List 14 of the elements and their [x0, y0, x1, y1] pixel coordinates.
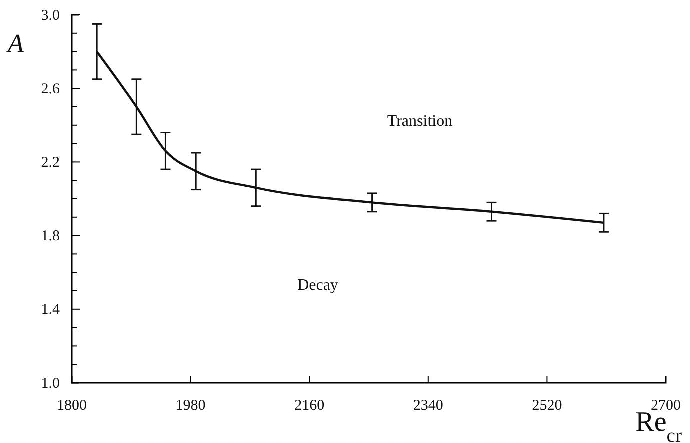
x-tick-label: 2160: [294, 398, 325, 414]
y-tick-label: 3.0: [41, 8, 60, 24]
y-tick-label: 1.4: [41, 302, 60, 318]
x-tick-label: 2520: [532, 398, 562, 414]
y-tick-label: 2.2: [41, 155, 60, 171]
y-tick-label: 2.6: [41, 81, 60, 98]
y-tick-label: 1.0: [41, 376, 60, 392]
x-tick-label: 1800: [57, 398, 87, 414]
x-tick-label: 1980: [176, 398, 206, 414]
y-tick-label: 1.8: [41, 228, 60, 245]
annotation: Decay: [298, 277, 338, 294]
x-tick-label: 2340: [413, 398, 444, 414]
annotation: Transition: [387, 113, 453, 130]
y-axis-title: A: [6, 29, 24, 58]
